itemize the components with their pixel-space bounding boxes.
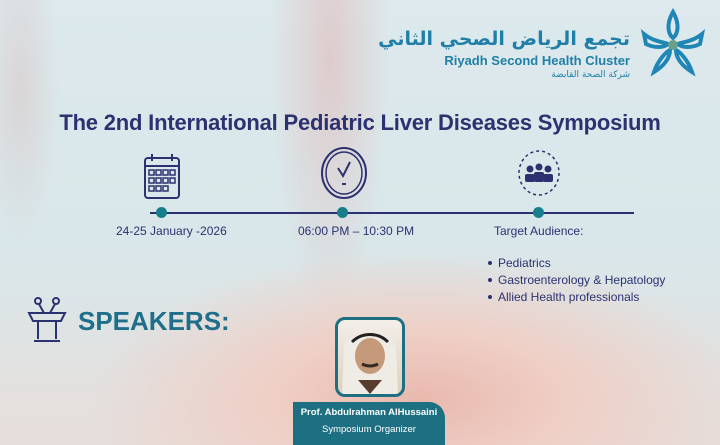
audience-list: Pediatrics Gastroenterology & Hepatology…: [488, 256, 665, 307]
timeline-dot: [533, 207, 544, 218]
logo-arabic-text: تجمع الرياض الصحي الثاني: [378, 28, 630, 50]
logo-subtitle: شركة الصحة القابضة: [551, 70, 630, 80]
page-title: The 2nd International Pediatric Liver Di…: [59, 110, 661, 135]
speaker-name: Prof. Abdulrahman AlHussaini: [300, 407, 438, 418]
cluster-logo-icon: [640, 8, 706, 77]
speakers-heading: SPEAKERS:: [78, 306, 230, 336]
audience-label: Target Audience:: [494, 224, 584, 238]
date-label: 24-25 January -2026: [116, 224, 227, 238]
speaker-photo: [335, 317, 405, 397]
calendar-icon: [144, 154, 180, 199]
speaker-card: Prof. Abdulrahman AlHussaini Symposium O…: [293, 402, 445, 445]
time-label: 06:00 PM – 10:30 PM: [298, 224, 415, 238]
timeline-dot: [156, 207, 167, 218]
timeline-dot: [337, 207, 348, 218]
audience-icon: [518, 150, 560, 196]
timeline-line: [150, 212, 634, 214]
podium-icon: [27, 297, 67, 342]
list-item: Gastroenterology & Hepatology: [488, 273, 665, 287]
logo-english-text: Riyadh Second Health Cluster: [444, 53, 630, 68]
speaker-role: Symposium Organizer: [322, 424, 416, 435]
clock-icon: [321, 147, 367, 199]
list-item: Pediatrics: [488, 256, 665, 270]
list-item: Allied Health professionals: [488, 290, 665, 304]
